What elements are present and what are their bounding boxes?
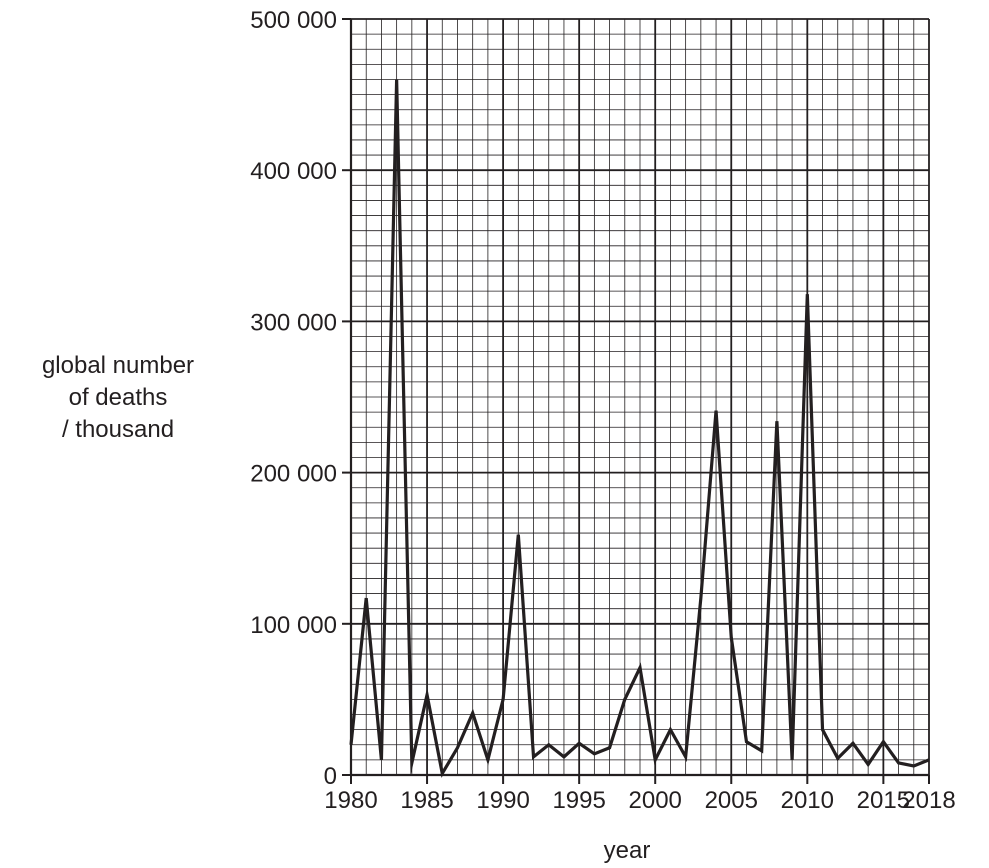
y-tick-label: 300 000 xyxy=(250,309,337,336)
x-tick-label: 1990 xyxy=(476,787,529,814)
x-tick-label: 1995 xyxy=(552,787,605,814)
minor-gridlines xyxy=(351,19,930,775)
x-tick-label: 2015 xyxy=(857,787,910,814)
tick-labels: 0 100 000 200 000 300 000 400 000 500 000 1980… xyxy=(250,7,955,814)
x-tick-label: 1980 xyxy=(324,787,377,814)
x-axis-title: year xyxy=(604,837,651,864)
y-tick-label: 100 000 xyxy=(250,612,337,639)
y-axis-title-line-2: of deaths xyxy=(69,384,168,411)
x-tick-label: 2018 xyxy=(902,787,955,814)
y-tick-label: 400 000 xyxy=(250,158,337,185)
x-tick-label: 2010 xyxy=(781,787,834,814)
x-tick-label: 2005 xyxy=(705,787,758,814)
data-series xyxy=(349,79,930,778)
y-tick-label: 500 000 xyxy=(250,7,337,34)
axes xyxy=(342,18,930,784)
axis-titles: year global number of deaths / thousand xyxy=(42,352,650,864)
x-tick-label: 2000 xyxy=(629,787,682,814)
y-axis-title-line-3: / thousand xyxy=(62,416,174,443)
x-tick-label: 1985 xyxy=(400,787,453,814)
y-tick-label: 200 000 xyxy=(250,461,337,488)
y-axis-title-line-1: global number xyxy=(42,352,194,379)
y-tick-label: 0 xyxy=(324,763,337,790)
